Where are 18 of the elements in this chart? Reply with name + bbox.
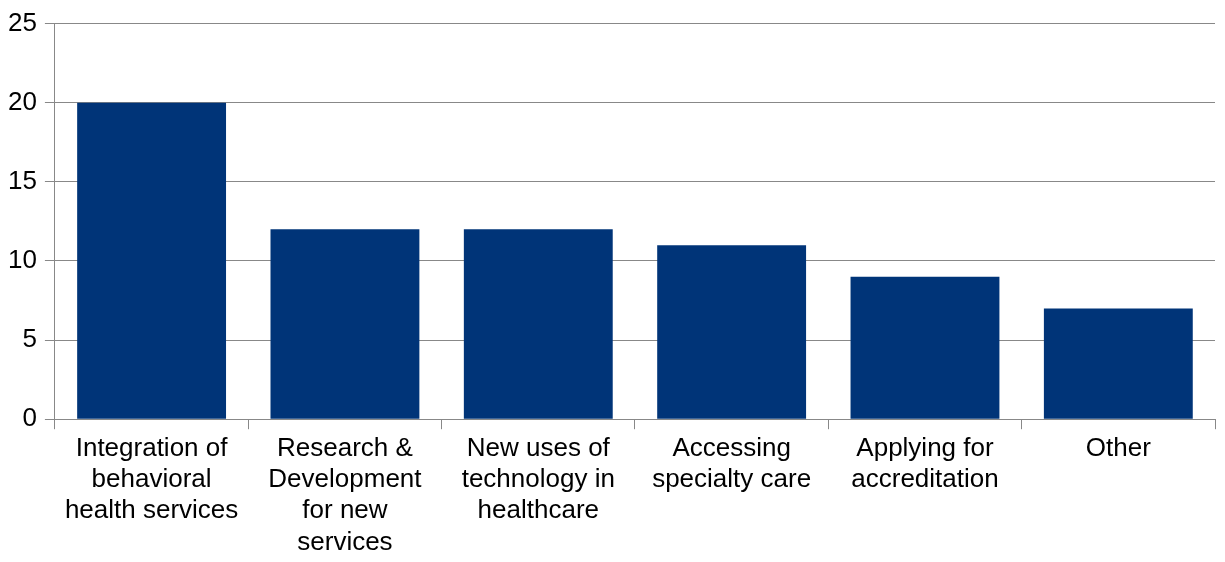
x-tick-label: Integration of behavioral health services xyxy=(64,431,239,525)
x-tick-label: Research & Development for new services xyxy=(268,431,423,556)
y-tick-label: 25 xyxy=(8,6,37,37)
x-tick-label: New uses of technology in healthcare xyxy=(461,431,615,525)
bar xyxy=(657,245,807,419)
x-tick-label: Other xyxy=(1085,431,1152,462)
y-tick-label: 15 xyxy=(8,165,37,196)
y-tick-label: 5 xyxy=(22,323,37,354)
bar xyxy=(1043,308,1193,419)
y-tick-label: 0 xyxy=(22,402,37,433)
y-tick-label: 10 xyxy=(8,244,37,275)
bar xyxy=(850,276,1000,419)
bar xyxy=(463,229,613,419)
bar xyxy=(270,229,420,419)
y-tick-label: 20 xyxy=(8,85,37,116)
x-tick-label: Applying for accreditation xyxy=(851,431,999,494)
bar xyxy=(77,102,227,419)
x-tick-label: Accessing specialty care xyxy=(652,431,812,494)
